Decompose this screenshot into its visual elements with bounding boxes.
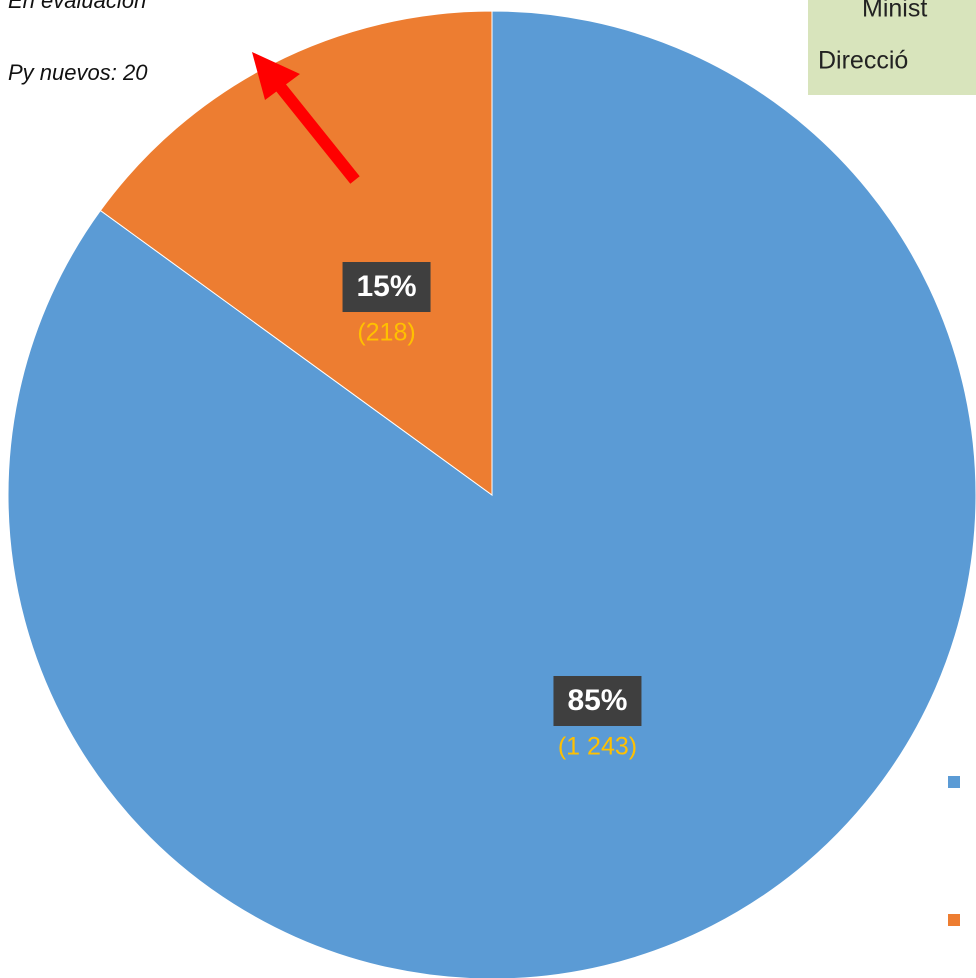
label-box xyxy=(553,675,642,726)
annotation: En evaluación xyxy=(8,0,146,13)
legend-swatch xyxy=(948,776,960,788)
arrow xyxy=(252,52,360,184)
data-label: 85% xyxy=(567,684,627,717)
pie xyxy=(7,10,976,978)
pie-slice xyxy=(7,10,976,978)
annotation: Py nuevos: 20 xyxy=(8,60,148,85)
header-line: Direcció xyxy=(818,47,908,75)
label-box xyxy=(342,262,431,313)
header-box xyxy=(808,0,976,95)
data-label: 15% xyxy=(357,270,417,303)
legend-swatch xyxy=(948,914,960,926)
count-label: (1 243) xyxy=(558,733,637,761)
header-line: Minist xyxy=(862,0,927,23)
count-label: (218) xyxy=(357,319,415,347)
